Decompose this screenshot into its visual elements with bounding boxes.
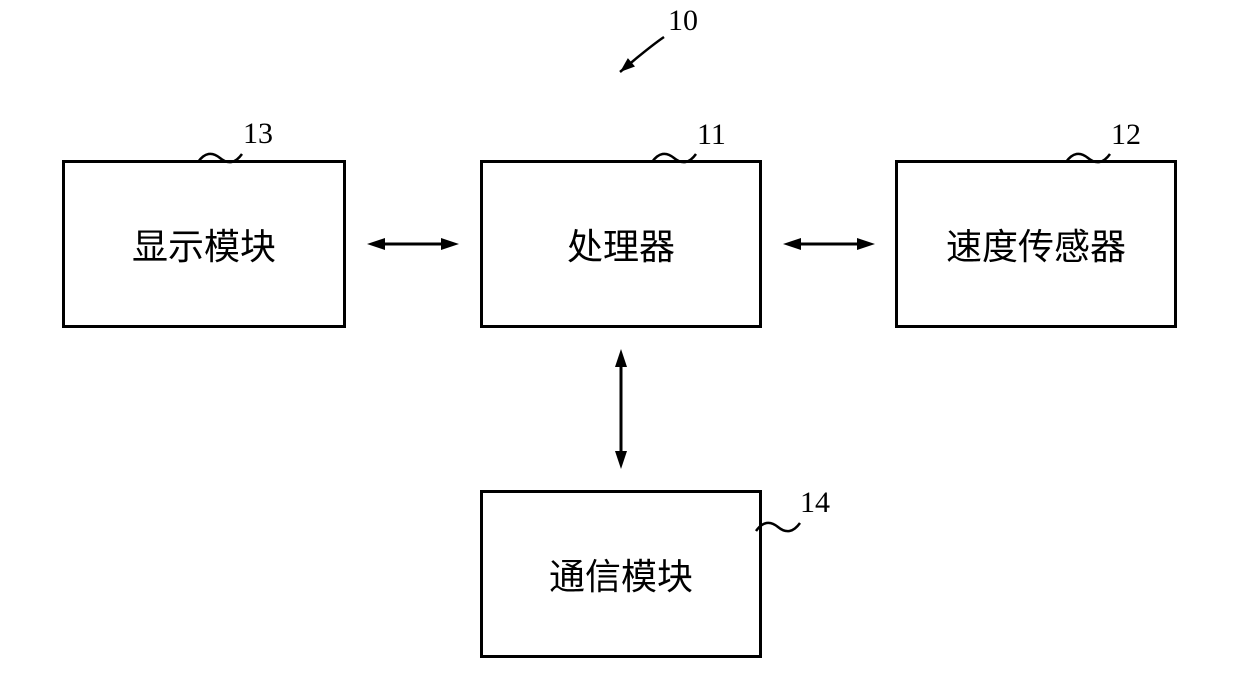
label-proc: 11 — [697, 118, 726, 152]
block-display-text: 显示模块 — [132, 218, 276, 270]
edge-display-proc — [342, 219, 484, 269]
block-proc: 处理器 — [480, 160, 762, 328]
main-ref-arrow — [595, 12, 689, 97]
edge-proc-speed — [758, 219, 900, 269]
block-proc-text: 处理器 — [567, 218, 675, 270]
tilde-speed — [1064, 146, 1114, 170]
label-speed: 12 — [1111, 118, 1141, 152]
block-comm-text: 通信模块 — [549, 548, 693, 600]
block-speed: 速度传感器 — [895, 160, 1177, 328]
block-comm: 通信模块 — [480, 490, 762, 658]
block-display: 显示模块 — [62, 160, 346, 328]
block-speed-text: 速度传感器 — [946, 218, 1126, 270]
tilde-proc — [650, 146, 700, 170]
label-comm: 14 — [800, 486, 830, 520]
tilde-comm — [754, 515, 804, 539]
edge-proc-comm — [596, 324, 646, 494]
label-display: 13 — [243, 117, 273, 151]
tilde-display — [196, 146, 246, 170]
